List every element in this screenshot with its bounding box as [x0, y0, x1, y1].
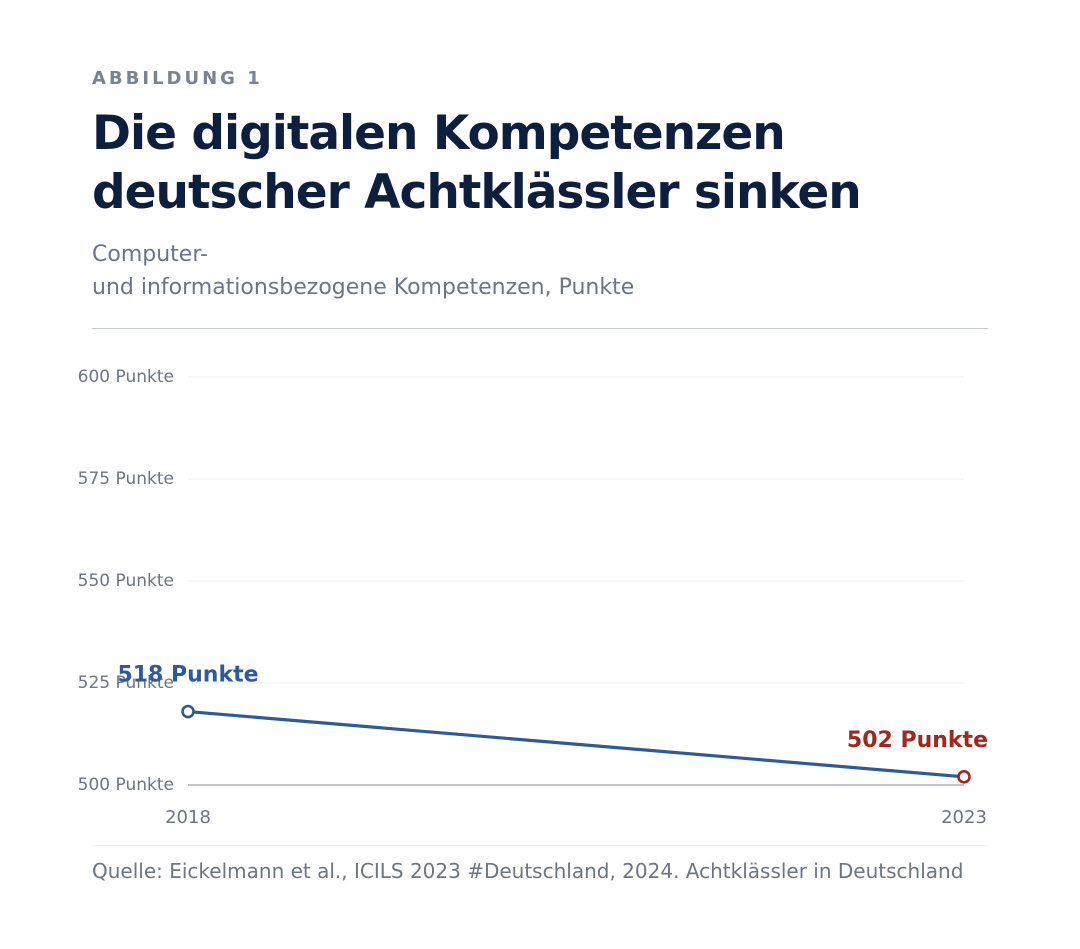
chart-subtitle: Computer- und informationsbezogene Kompe…: [92, 238, 992, 304]
y-tick-label: 600 Punkte: [78, 367, 174, 387]
footer-divider: [92, 845, 988, 846]
y-tick-label: 550 Punkte: [78, 571, 174, 591]
data-point: [957, 770, 971, 784]
data-label: 518 Punkte: [117, 663, 258, 688]
y-tick-label: 575 Punkte: [78, 469, 174, 489]
series-line: [186, 709, 966, 779]
data-label: 502 Punkte: [847, 728, 988, 753]
chart-title: Die digitalen Kompetenzen deutscher Acht…: [92, 104, 992, 222]
y-tick-label: 500 Punkte: [78, 775, 174, 795]
x-tick-label: 2023: [941, 807, 987, 828]
chart-subtitle-line-2: und informationsbezogene Kompetenzen, Pu…: [92, 275, 635, 300]
figure-kicker: ABBILDUNG 1: [92, 68, 263, 89]
chart-subtitle-line-1: Computer-: [92, 242, 208, 267]
x-tick-label: 2018: [165, 807, 211, 828]
y-tick-label: 525 Punkte: [78, 673, 174, 693]
data-point: [181, 704, 195, 719]
chart-title-line-1: Die digitalen Kompetenzen: [92, 106, 786, 161]
header-divider: [92, 328, 988, 329]
source-note: Quelle: Eickelmann et al., ICILS 2023 #D…: [92, 859, 964, 883]
chart-title-line-2: deutscher Achtklässler sinken: [92, 165, 862, 220]
